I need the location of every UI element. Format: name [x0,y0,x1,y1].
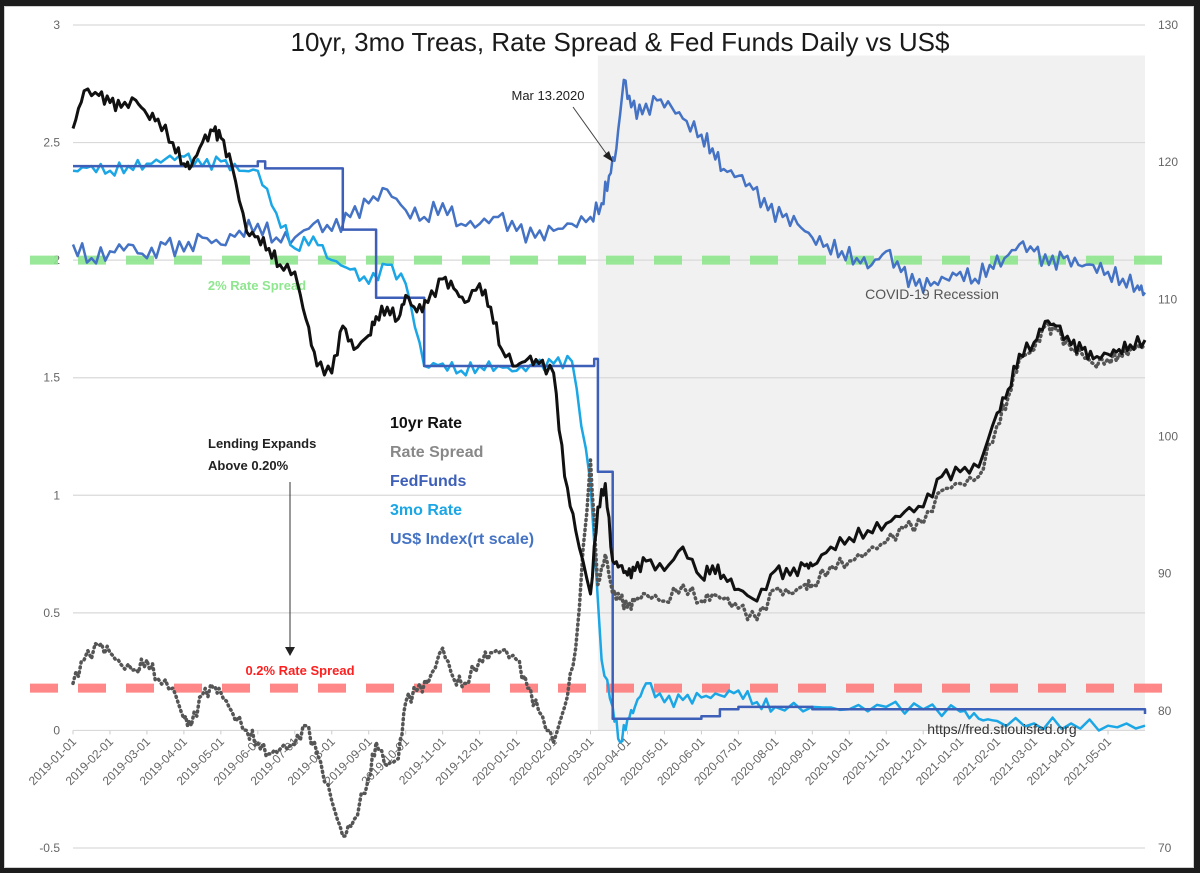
arrow-head-icon [603,151,613,162]
chart-title: 10yr, 3mo Treas, Rate Spread & Fed Funds… [291,27,951,57]
left-tick-label: 1.5 [43,371,60,385]
left-tick-label: 0.5 [43,606,60,620]
reference-label-0-2pct: 0.2% Rate Spread [245,663,354,678]
left-tick-label: 2.5 [43,136,60,150]
legend-entry: FedFunds [390,473,467,490]
arrow-down-icon [285,647,295,656]
left-tick-label: 0 [53,723,60,737]
right-tick-label: 80 [1158,704,1172,718]
left-axis: 32.521.510.50-0.5 [39,18,60,855]
annotation-mar-13-2020: Mar 13.2020 [512,88,585,103]
left-tick-label: 1 [53,488,60,502]
legend: 10yr Rate Rate Spread FedFunds 3mo Rate US$ … [390,415,534,548]
recession-label: COVID-19 Recession [865,286,999,302]
right-tick-label: 90 [1158,567,1172,581]
annotation-arrow-line [572,106,609,157]
right-tick-label: 130 [1158,18,1178,32]
reference-label-2pct: 2% Rate Spread [208,278,306,293]
x-axis: 2019-01-012019-02-012019-03-012019-04-01… [26,730,1114,788]
right-tick-label: 70 [1158,841,1172,855]
legend-entry: US$ Index(rt scale) [390,531,534,548]
right-tick-label: 100 [1158,430,1178,444]
right-axis: 130 120 110 100 90 80 70 [1158,18,1178,855]
series-group [71,78,1147,838]
left-tick-label: -0.5 [39,841,60,855]
right-tick-label: 120 [1158,155,1178,169]
annotation-lending-expands: Lending Expands [208,436,316,451]
legend-entry: Rate Spread [390,444,483,461]
legend-entry: 10yr Rate [390,415,462,432]
right-tick-label: 110 [1158,292,1177,306]
recession-shading [597,55,1145,731]
annotations: Mar 13.2020 Lending Expands Above 0.20% htt… [208,88,1077,737]
series-us-index-rt-scale- [71,78,1147,297]
legend-entry: 3mo Rate [390,502,462,519]
series-rate-spread [71,319,1147,838]
left-tick-label: 3 [53,18,60,32]
annotation-above-020: Above 0.20% [208,458,289,473]
series-10yr-rate [71,87,1147,603]
source-credit: https//fred.stlouisfed.org [927,721,1076,737]
reference-lines: 2% Rate Spread 0.2% Rate Spread [30,255,1172,693]
series-fedfunds [73,160,1147,720]
